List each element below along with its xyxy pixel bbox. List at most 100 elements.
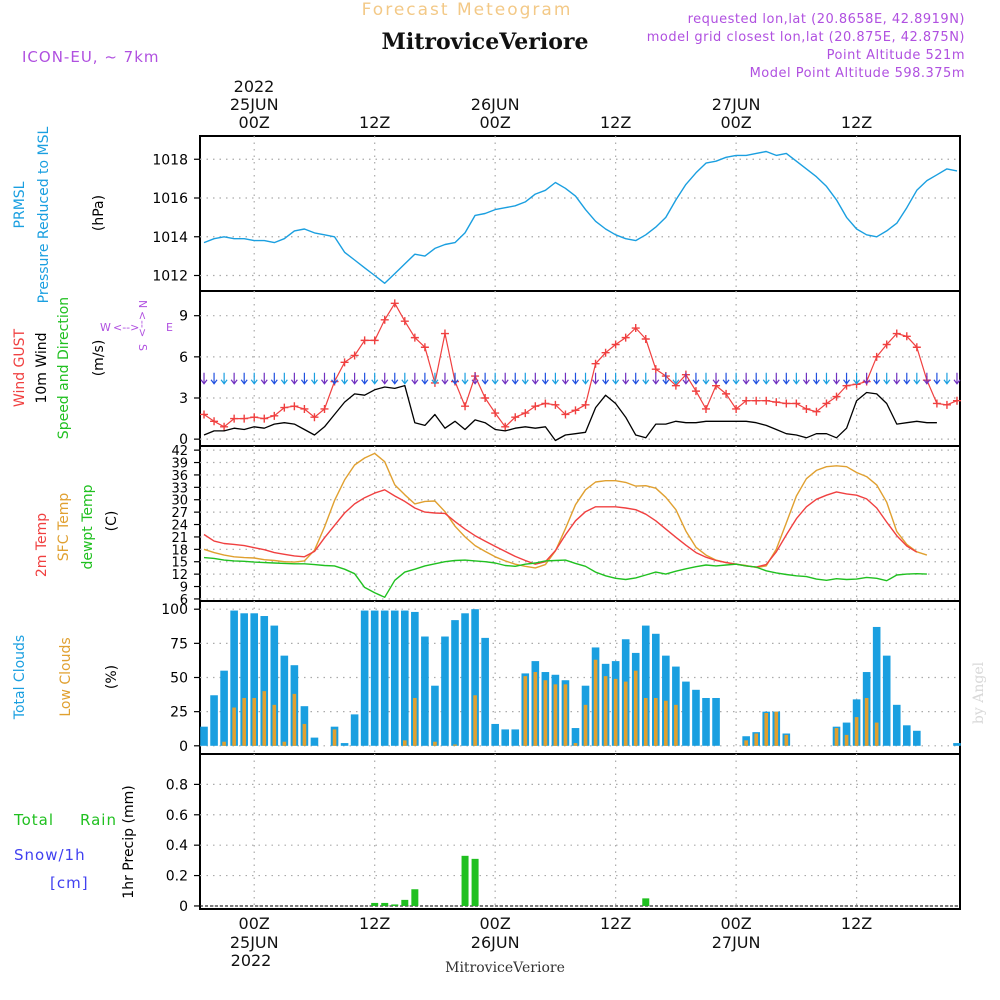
wind-gust-point [501, 422, 510, 431]
wind-direction-arrow [290, 372, 298, 385]
total-clouds-bar [692, 689, 700, 746]
temperature-panel-labels: 2m Temp SFC Temp dewpt Temp (C) [34, 484, 120, 577]
wind-gust-point [832, 392, 841, 401]
wind-direction-arrow [792, 372, 800, 385]
wind-direction-arrow [280, 372, 288, 385]
model-name: ICON-EU, ~ 7km [22, 48, 160, 66]
wind-direction-arrow [481, 372, 489, 385]
wind-gust-point [380, 315, 389, 324]
wind-direction-arrow [782, 372, 790, 385]
pressure-line [203, 150, 958, 284]
wind-direction-arrow [592, 372, 600, 385]
wind-speed-dir-label: Speed and Direction [56, 297, 72, 439]
low-clouds-bar [864, 697, 869, 746]
wind-gust-point [491, 409, 500, 418]
y-tick-label: 39 [171, 457, 188, 472]
wind-direction-arrow [692, 372, 700, 385]
rain-bar [642, 898, 650, 906]
wind-gust-label: Wind GUST [12, 328, 28, 407]
wind-direction-arrow [220, 372, 228, 385]
total-clouds-bar [421, 636, 429, 746]
compass-north: N [136, 300, 149, 308]
wind-direction-arrow [240, 372, 248, 385]
wind-direction-arrow [702, 372, 710, 385]
wind-gust-point [280, 403, 289, 412]
y-tick-label: 6 [179, 350, 188, 366]
wind-gust-point [631, 324, 640, 333]
low-clouds-bar [674, 704, 678, 746]
y-tick-label: 0.2 [166, 869, 188, 885]
top-axis-hour-label: 00Z [720, 113, 751, 132]
total-clouds-bar [210, 695, 218, 746]
wind-gust-point [772, 398, 781, 407]
wind-gust-point [440, 329, 449, 338]
bottom-station-name: MitroviceVeriore [445, 960, 565, 976]
wind-direction-arrow [561, 372, 569, 385]
wind-direction-arrow [923, 372, 931, 385]
rain-bar [381, 902, 389, 906]
wind-gust-point [350, 351, 359, 360]
wind-gust-point [802, 404, 811, 413]
dewpt-temp-line [203, 556, 927, 598]
wind-direction-arrow [471, 372, 479, 385]
low-clouds-bar [272, 704, 277, 746]
total-clouds-bar [350, 714, 359, 746]
low-clouds-bar [613, 678, 618, 746]
wind-direction-arrow [491, 372, 499, 385]
y-tick-label: 0.8 [166, 777, 188, 793]
compass-south: S [136, 344, 149, 351]
low-clouds-bar [242, 697, 246, 746]
wind-direction-arrow [351, 372, 359, 385]
wind-direction-arrow [411, 372, 419, 385]
wind-gust-point [581, 400, 590, 409]
wind-direction-arrow [260, 372, 268, 385]
wind-gust-point [641, 335, 650, 344]
y-tick-label: 30 [171, 494, 188, 509]
wind-direction-arrow [762, 372, 770, 385]
low-clouds-bar [633, 670, 638, 746]
wind-gust-point [561, 410, 570, 419]
wind-gust-point [541, 399, 550, 408]
wind-gust-point [360, 336, 369, 345]
y-tick-label: 75 [170, 636, 188, 652]
y-tick-label: 3 [179, 391, 188, 407]
wind-direction-arrow [883, 372, 891, 385]
wind-direction-arrow [652, 372, 660, 385]
wind-panel-frame [199, 290, 961, 447]
top-axis-day-label: 27JUN [712, 95, 761, 114]
total-clouds-bar [842, 722, 851, 746]
wind-gust-point [812, 407, 821, 416]
wind-compass: W <--> E N <--> S [100, 300, 173, 351]
closest-coordinates: model grid closest lon,lat (20.875E, 42.… [647, 30, 965, 45]
wind-gust-point [902, 332, 911, 341]
wind-direction-arrow [551, 372, 559, 385]
total-clouds-label: Total Clouds [12, 635, 28, 720]
wind-direction-arrow [521, 372, 529, 385]
pressure-label-2: Pressure Reduced to MSL [36, 126, 52, 303]
wind-direction-arrow [622, 372, 630, 385]
total-clouds-bar [902, 725, 911, 746]
wind-gust-point [742, 396, 751, 405]
total-clouds-bar [380, 610, 389, 746]
total-clouds-bar [310, 737, 319, 746]
wind-direction-arrow [752, 372, 760, 385]
panel-frames [199, 135, 961, 910]
wind-direction-arrow [441, 372, 449, 385]
y-tick-label: 9 [179, 309, 188, 325]
y-tick-label: 18 [171, 543, 188, 558]
low-clouds-bar [653, 697, 658, 746]
y-tick-label: 24 [171, 519, 188, 534]
low-clouds-bar [222, 741, 226, 746]
low-clouds-bar [834, 728, 839, 746]
total-clouds-bar [892, 704, 901, 746]
wind-gust-point [752, 396, 761, 405]
precip-panel-frame [199, 753, 961, 910]
top-axis-hour-label: 00Z [239, 113, 270, 132]
low-clouds-bar [774, 711, 779, 746]
total-clouds-bar [702, 697, 710, 746]
wind-gust-point [611, 340, 620, 349]
y-tick-label: 0 [179, 899, 188, 915]
rain-bar [461, 855, 469, 906]
total-clouds-bar [220, 670, 228, 746]
top-axis-hour-label: 12Z [600, 113, 631, 132]
